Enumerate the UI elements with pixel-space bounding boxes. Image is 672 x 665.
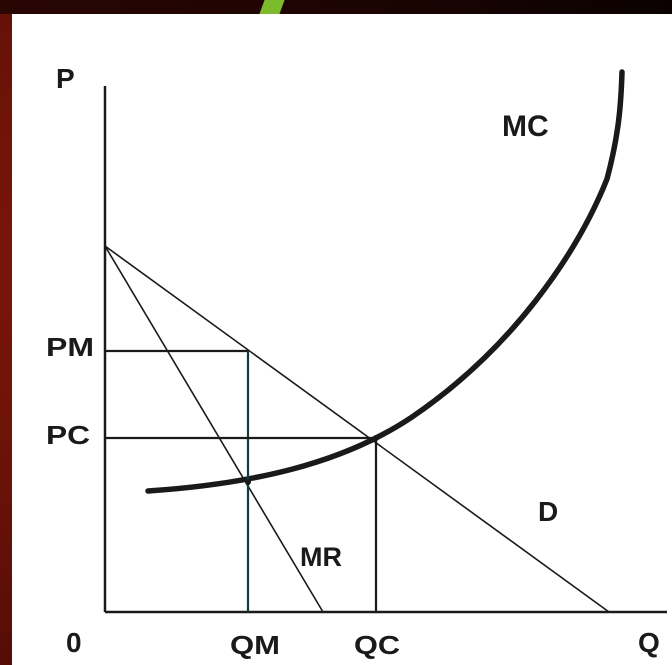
origin-label: 0 [66,627,82,658]
title-bar [0,0,672,14]
mr-mc-intersection-point [245,479,251,485]
monopoly-price-label: PM [46,332,94,362]
figure-panel: P Q 0 PM PC QM QC MC D MR [12,14,672,665]
competitive-price-label: PC [46,420,90,450]
demand-label: D [538,496,558,527]
marginal-revenue-label: MR [300,542,342,572]
marginal-revenue-curve [104,245,324,613]
demand-curve [104,245,610,613]
competitive-equilibrium-point [373,435,379,441]
monopoly-diagram: P Q 0 PM PC QM QC MC D MR [46,63,667,660]
horizontal-axis-label: Q [638,627,660,658]
marginal-cost-label: MC [502,110,549,143]
monopoly-quantity-label: QM [230,630,280,660]
marginal-cost-curve [145,69,625,494]
competitive-quantity-label: QC [354,630,400,660]
vertical-axis-label: P [56,63,75,94]
